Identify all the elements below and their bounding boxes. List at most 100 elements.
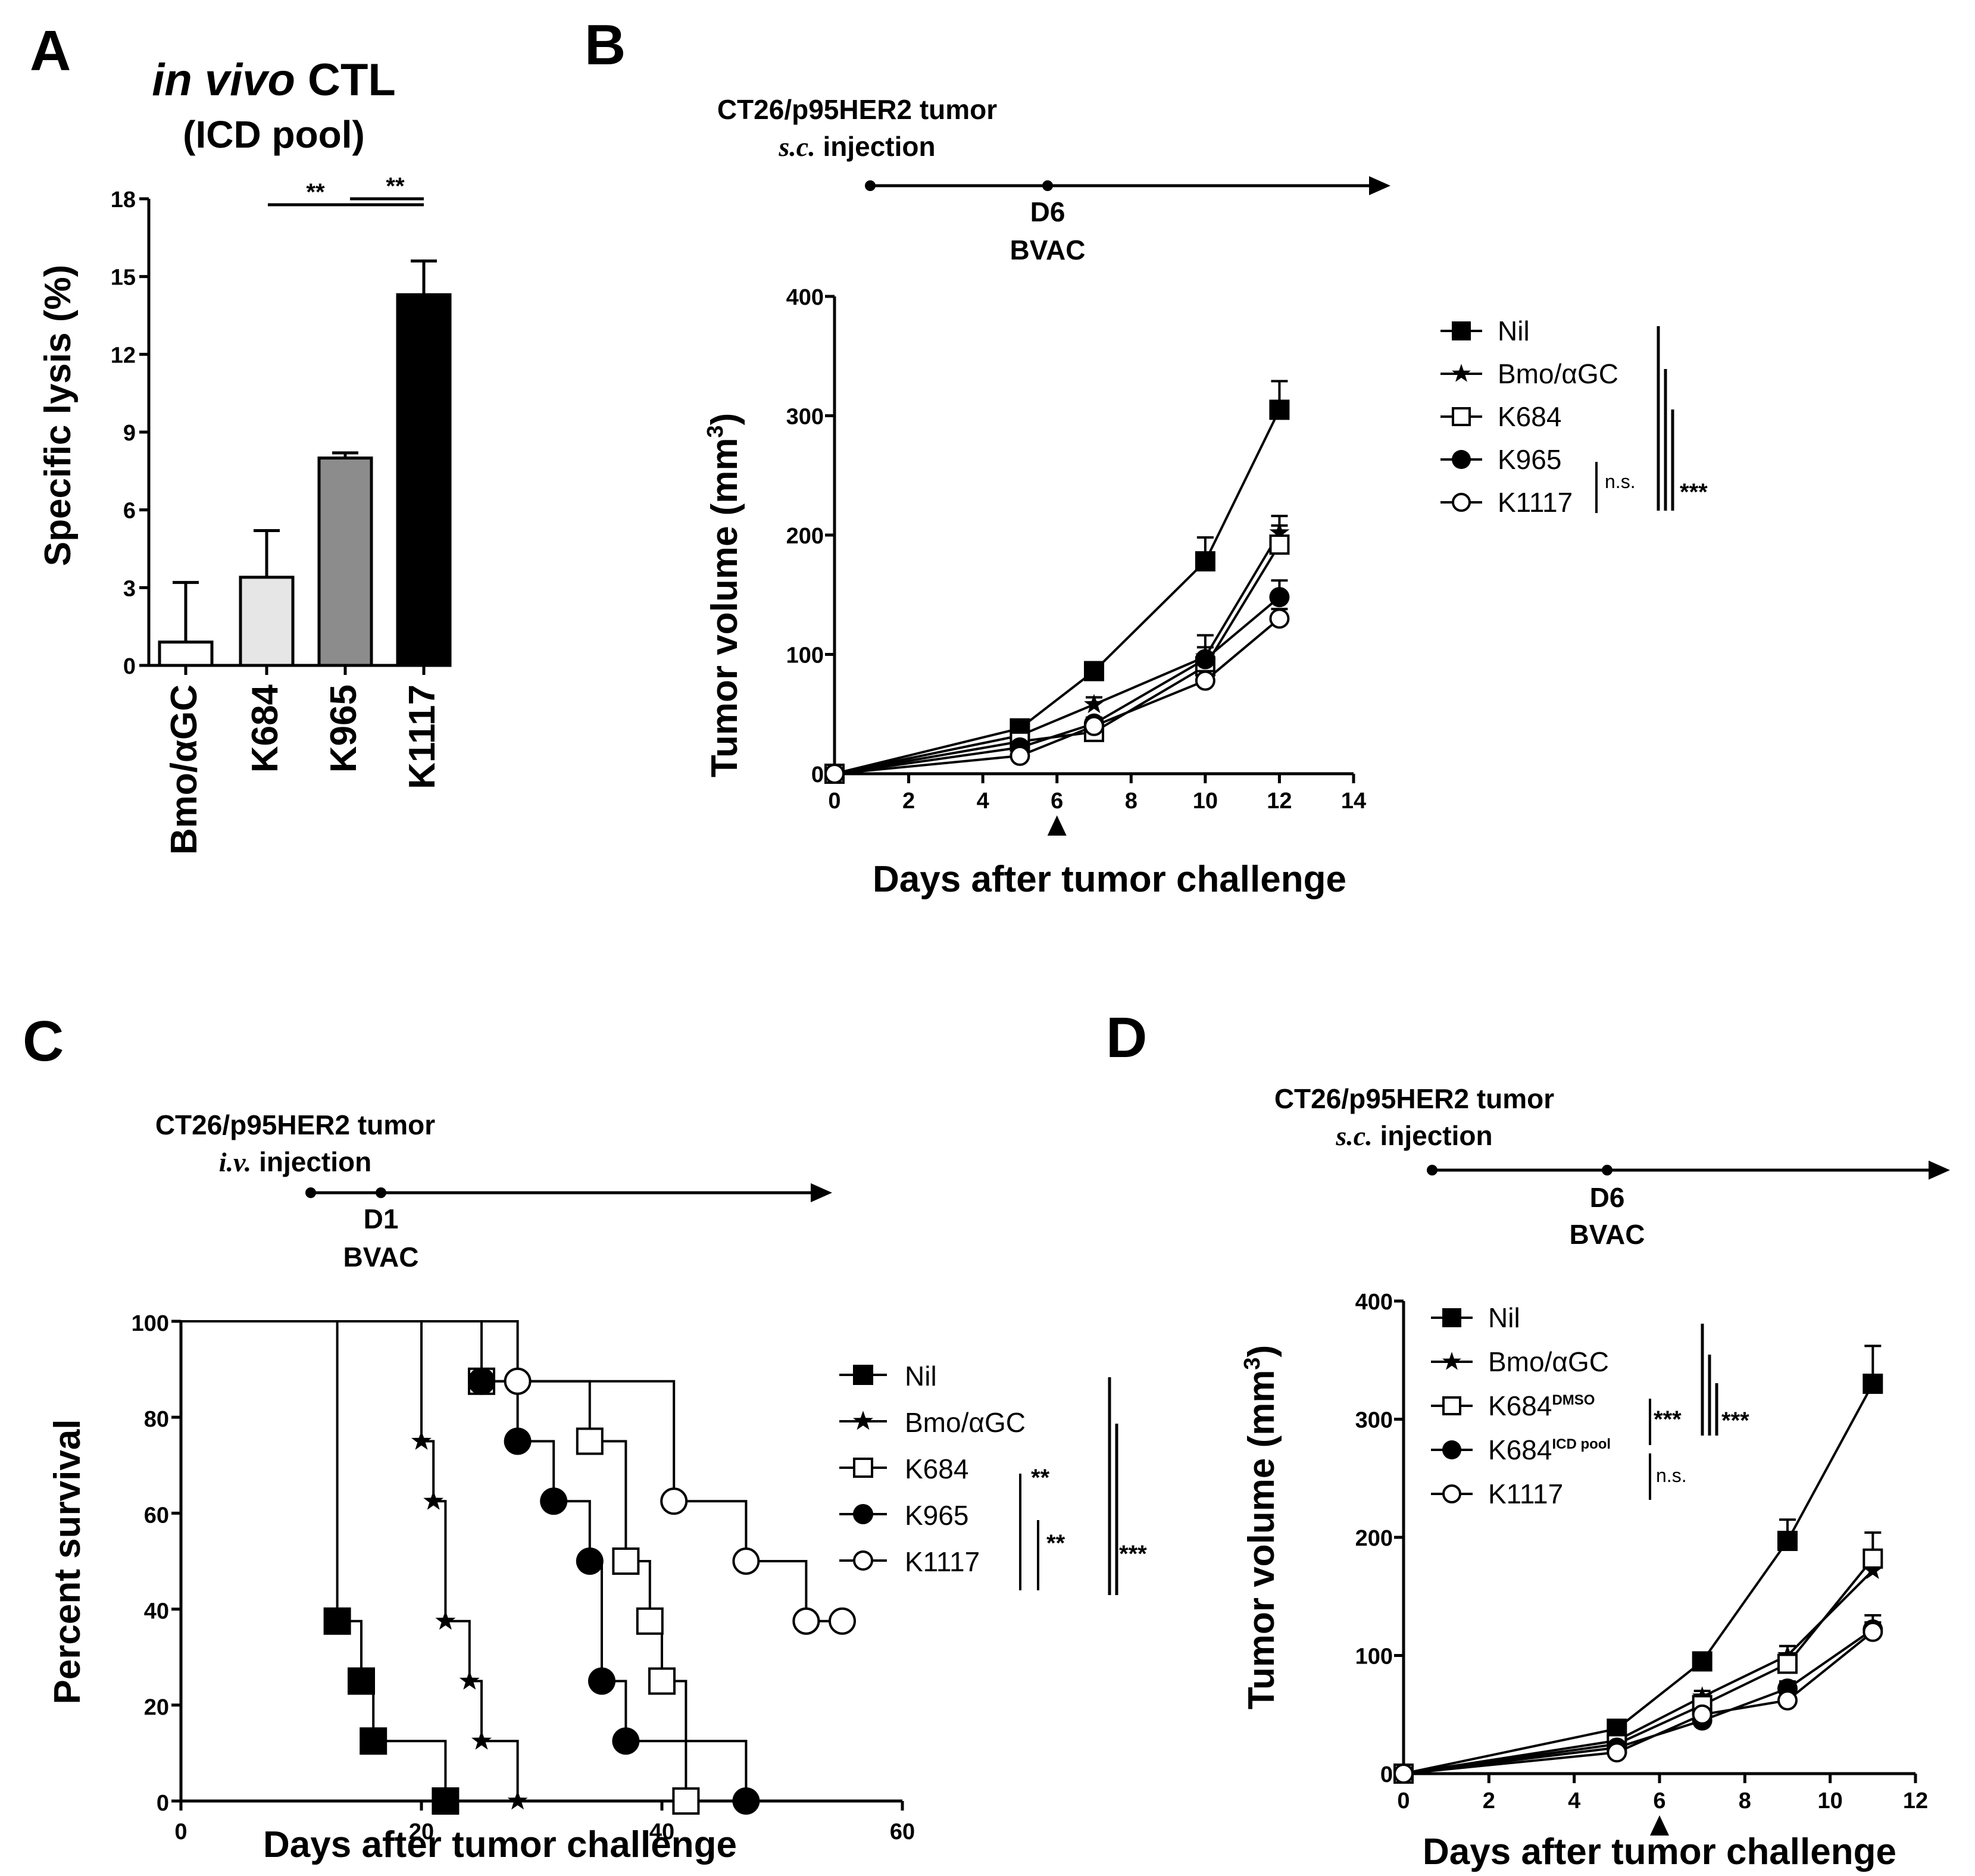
panel-a-y-tick-label: 18 [111, 187, 136, 212]
panel-b-legend-label-4: K965 [1498, 444, 1561, 475]
panel-c-timeline-injection: i.v. injection [219, 1146, 371, 1177]
panel-d-significance: *** *** n.s. [1649, 1324, 1749, 1500]
panel-d-axes: 0 100 200 300 400 0 2 4 6 8 10 12 [1355, 1290, 1928, 1836]
panel-d-legend-sup-4: ICD pool [1552, 1436, 1611, 1452]
panel-d-legend-name-4: K684 [1488, 1434, 1552, 1465]
panel-b-series-k1117-marker [824, 764, 845, 784]
panel-d-legend-marker-5 [1442, 1484, 1461, 1503]
panel-d-y-tick-label: 400 [1355, 1290, 1393, 1315]
panel-d-y-axis-label: Tumor volume (mm3) [1240, 1345, 1282, 1709]
panel-d-series-k684-dmso-marker [1777, 1653, 1798, 1674]
panel-d-legend-marker-2 [1442, 1352, 1461, 1370]
panel-b-legend-marker-5 [1452, 493, 1471, 512]
panel-d-legend-name-1: Nil [1488, 1302, 1520, 1333]
panel-c-series-k684-event-marker [672, 1787, 700, 1815]
panel-c-sig-3: *** [1119, 1541, 1147, 1567]
panel-a-y-tick-label: 9 [123, 421, 136, 446]
panel-d-sig-outer: *** [1721, 1408, 1749, 1434]
panel-c-x-tick-label: 20 [409, 1819, 434, 1844]
panel-d-y-label-main: Tumor volume (mm [1241, 1370, 1282, 1710]
panel-b-legend-marker-4 [1452, 450, 1471, 469]
panel-letter-c: C [23, 1009, 64, 1073]
panel-c-y-tick-label: 40 [144, 1599, 169, 1624]
panel-b-legend-marker-3 [1452, 407, 1471, 426]
panel-c-series-nil-event-marker [323, 1607, 351, 1635]
panel-d-timeline-vaccine: BVAC [1570, 1219, 1645, 1250]
panel-a: A in vivo CTL (ICD pool) 0 3 6 9 12 15 18 Bmo/α… [30, 19, 452, 855]
panel-b-series-k1117-line [834, 617, 1280, 775]
panel-c-timeline-day-dot [376, 1187, 386, 1198]
panel-c-timeline-vaccine: BVAC [343, 1242, 419, 1272]
panel-c-series-nil-curve [181, 1320, 447, 1801]
panel-b-injection-text: injection [815, 131, 936, 162]
panel-b-series-k965-marker [1195, 649, 1215, 670]
panel-c-series-nil-event-marker [360, 1727, 388, 1755]
panel-b-timeline-injection: s.c. injection [778, 131, 935, 162]
panel-c-timeline-day: D1 [364, 1203, 399, 1234]
panel-d-series-k1117-marker [1393, 1764, 1414, 1784]
panel-b-legend-marker-2 [1452, 364, 1471, 382]
panel-b-y-label-close: ) [704, 413, 745, 426]
panel-b-timeline-vaccine: BVAC [1010, 234, 1086, 265]
panel-d-legend-name-3: K684 [1488, 1390, 1552, 1421]
panel-c-series-k1117-curve [181, 1320, 842, 1622]
panel-c-legend-label-4: K965 [905, 1500, 968, 1531]
panel-a-y-tick-label: 6 [123, 499, 136, 524]
panel-c-y-axis-label: Percent survival [47, 1419, 88, 1704]
panel-d-y-tick-label: 300 [1355, 1408, 1393, 1433]
panel-b-x-tick-label: 4 [977, 789, 989, 814]
panel-b-legend-label-1: Nil [1498, 315, 1530, 346]
panel-a-y-tick-label: 3 [123, 576, 136, 601]
panel-a-x-tick-label-k1117: K1117 [402, 684, 443, 789]
panel-d-legend-label-5: K1117 [1488, 1478, 1563, 1509]
panel-b-injection-route: s.c. [778, 132, 815, 162]
panel-b-series-k1117-marker [1269, 608, 1290, 629]
panel-d-legend-marker-4 [1442, 1440, 1461, 1459]
panel-d-series-k1117-marker [1777, 1690, 1798, 1711]
panel-c-legend: Nil Bmo/αGC K684 K965 K1117 [839, 1361, 1026, 1577]
panel-c-y-tick-label: 100 [132, 1311, 169, 1336]
panel-b-legend-label-2: Bmo/αGC [1498, 358, 1618, 389]
panel-d-legend-sup-3: DMSO [1552, 1392, 1595, 1408]
panel-b-x-tick-label: 10 [1193, 789, 1218, 814]
panel-d-x-tick-label: 0 [1397, 1789, 1410, 1814]
panel-letter-b: B [585, 13, 626, 77]
panel-letter-d: D [1106, 1006, 1147, 1070]
panel-c-series-k1117-event-marker [660, 1487, 688, 1515]
panel-b-timeline-arrowhead [1369, 176, 1390, 195]
panel-d-timeline-start-dot [1427, 1165, 1438, 1175]
panel-b-series-k1117-marker [1084, 715, 1104, 736]
panel-a-title-rest: CTL [295, 55, 396, 105]
panel-b-y-tick-label: 400 [786, 285, 824, 310]
panel-c-sig-1: ** [1031, 1465, 1050, 1491]
panel-c-series-bmo-gc-event-marker [471, 1730, 492, 1750]
panel-d-legend-name-5: K1117 [1488, 1478, 1563, 1509]
panel-d: D CT26/p95HER2 tumor s.c. injection D6 B… [1106, 1006, 1950, 1872]
panel-c-legend-marker-2 [853, 1411, 873, 1430]
panel-c-series-bmo-gc-event-marker [507, 1790, 528, 1810]
panel-b-sig-stars: *** [1680, 479, 1708, 505]
panel-c-injection-text: injection [251, 1146, 371, 1177]
panel-d-timeline-title: CT26/p95HER2 tumor [1274, 1083, 1554, 1114]
panel-d-series-nil-marker [1862, 1373, 1883, 1394]
panel-c-y-tick-label: 60 [144, 1503, 169, 1528]
panel-b-significance: n.s. *** [1595, 326, 1708, 513]
panel-b-timeline-day: D6 [1030, 196, 1065, 227]
panel-d-timeline-arrowhead [1929, 1161, 1950, 1180]
panel-c-x-tick-label: 0 [174, 1819, 187, 1844]
panel-c-x-tick-label: 40 [649, 1819, 674, 1844]
panel-d-series-bmo-gc-marker [1862, 1559, 1883, 1579]
panel-d-series-k1117-marker [1607, 1742, 1627, 1763]
panel-d-x-tick-label: 12 [1903, 1789, 1928, 1814]
panel-b-y-tick-label: 200 [786, 524, 824, 549]
panel-c-timeline-start-dot [305, 1187, 316, 1198]
panel-b-vaccination-arrow [1047, 815, 1067, 836]
panel-c-legend-label-1: Nil [905, 1361, 937, 1392]
panel-b-legend-name-5: K1117 [1498, 487, 1573, 518]
panel-b-x-tick-label: 2 [902, 789, 915, 814]
panel-c-significance: *** ** ** [1019, 1377, 1147, 1595]
panel-a-x-tick-label-k965: K965 [323, 684, 364, 773]
panel-d-series-nil-marker [1692, 1651, 1712, 1672]
